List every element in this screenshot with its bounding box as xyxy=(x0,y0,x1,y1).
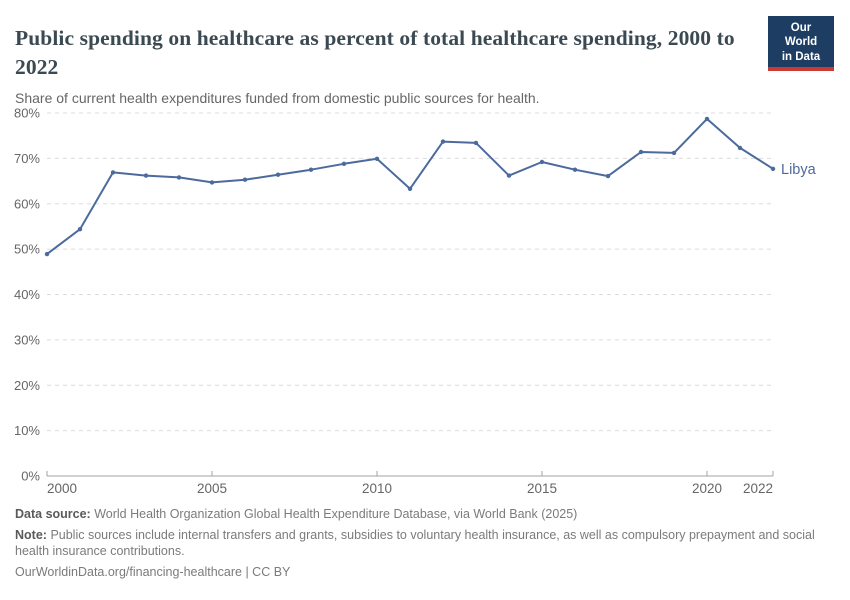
x-tick-label: 2010 xyxy=(362,481,392,496)
data-point[interactable] xyxy=(44,251,50,257)
citation-link[interactable]: OurWorldinData.org/financing-healthcare … xyxy=(15,564,291,579)
data-point[interactable] xyxy=(308,167,314,172)
y-tick-label: 70% xyxy=(14,151,40,166)
note-text: Public sources include internal transfer… xyxy=(15,527,815,559)
data-point[interactable] xyxy=(704,116,710,122)
data-point[interactable] xyxy=(671,150,677,156)
y-tick-label: 20% xyxy=(14,378,40,393)
owid-logo-line1: Our World xyxy=(784,22,818,49)
data-point[interactable] xyxy=(473,140,479,146)
data-source-line: Data source: World Health Organization G… xyxy=(15,506,827,523)
y-tick-label: 40% xyxy=(14,287,40,302)
data-point[interactable] xyxy=(737,145,743,151)
data-point[interactable] xyxy=(539,159,545,165)
chart-line[interactable] xyxy=(46,117,774,256)
x-tick-label: 2020 xyxy=(692,481,722,496)
data-point[interactable] xyxy=(638,149,644,155)
chart-footer: Data source: World Health Organization G… xyxy=(15,506,827,580)
note-line: Note: Public sources include internal tr… xyxy=(15,527,827,560)
data-source-text: World Health Organization Global Health … xyxy=(94,507,578,521)
y-tick-label: 0% xyxy=(21,469,40,484)
data-point[interactable] xyxy=(341,161,347,166)
data-point[interactable] xyxy=(77,227,83,232)
y-tick-label: 50% xyxy=(14,242,40,257)
owid-logo-line2: in Data xyxy=(781,50,821,63)
data-point[interactable] xyxy=(506,173,512,178)
x-tick-label: 2005 xyxy=(197,481,227,496)
chart-subtitle: Share of current health expenditures fun… xyxy=(15,90,540,106)
data-point[interactable] xyxy=(374,156,380,161)
x-tick-label: 2000 xyxy=(47,481,77,496)
data-point[interactable] xyxy=(176,175,182,180)
y-tick-label: 10% xyxy=(14,423,40,438)
note-label: Note: xyxy=(15,527,47,542)
data-point[interactable] xyxy=(407,186,413,191)
data-point[interactable] xyxy=(275,172,281,177)
data-point[interactable] xyxy=(110,170,116,175)
x-tick-label: 2015 xyxy=(527,481,557,496)
data-source-label: Data source: xyxy=(15,507,91,521)
data-point[interactable] xyxy=(209,180,215,185)
owid-logo[interactable]: Our World in Data xyxy=(768,16,834,72)
data-point[interactable] xyxy=(242,177,248,182)
data-point[interactable] xyxy=(440,139,446,144)
data-point[interactable] xyxy=(605,173,611,179)
series-end-label[interactable]: Libya xyxy=(781,162,817,178)
data-point[interactable] xyxy=(770,166,776,171)
line-chart[interactable]: 0% 10% 20% 30% 40% 50% 60% 70% 80% 2000 2005 2010 20… xyxy=(0,100,850,500)
y-tick-label: 30% xyxy=(14,332,40,347)
y-tick-label: 80% xyxy=(14,106,40,121)
data-point[interactable] xyxy=(572,167,578,172)
y-tick-label: 60% xyxy=(14,196,40,211)
page-title: Public spending on healthcare as percent… xyxy=(15,26,735,79)
data-point[interactable] xyxy=(143,173,149,178)
x-tick-label: 2022 xyxy=(743,481,773,496)
